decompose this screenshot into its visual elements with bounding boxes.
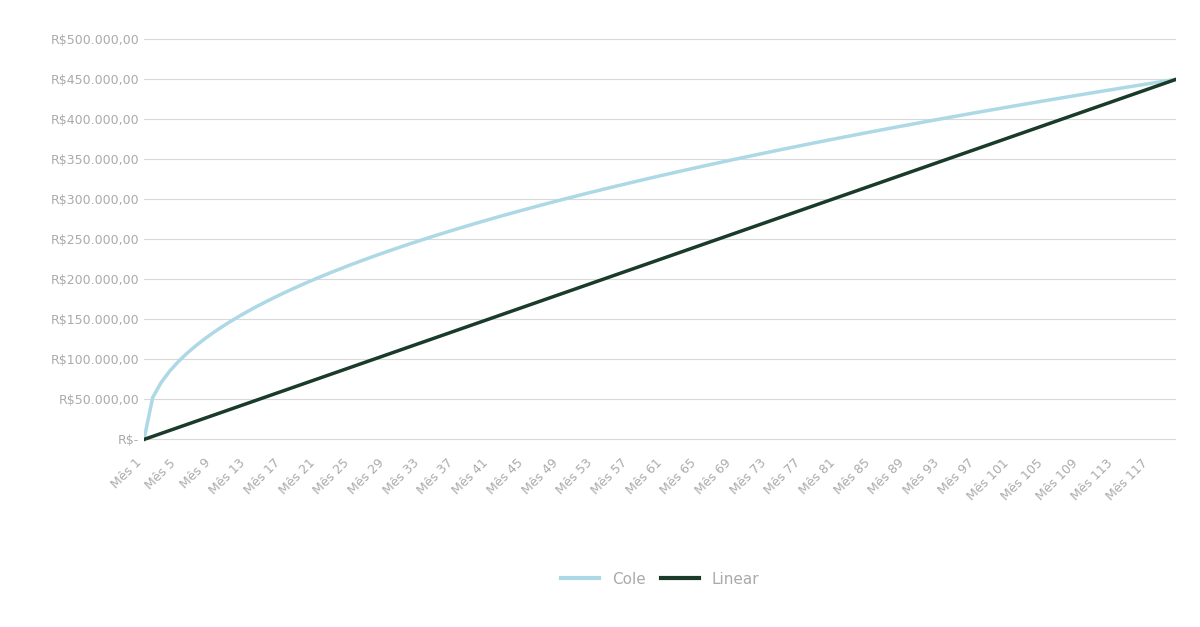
Cole [848, 131, 863, 139]
Legend: Cole, Linear: Cole, Linear [553, 564, 767, 594]
Cole [354, 257, 368, 265]
Cole [414, 236, 428, 244]
Cole [1169, 76, 1183, 83]
Linear [952, 151, 966, 159]
Line: Linear: Linear [144, 80, 1176, 440]
Linear [137, 436, 151, 443]
Linear [1134, 88, 1148, 95]
Cole [1134, 81, 1148, 88]
Linear [354, 360, 368, 367]
Cole [137, 436, 151, 443]
Line: Cole: Cole [144, 80, 1176, 440]
Linear [709, 236, 724, 243]
Cole [709, 159, 724, 167]
Linear [848, 187, 863, 195]
Linear [414, 339, 428, 346]
Cole [952, 112, 966, 119]
Linear [1169, 76, 1183, 83]
